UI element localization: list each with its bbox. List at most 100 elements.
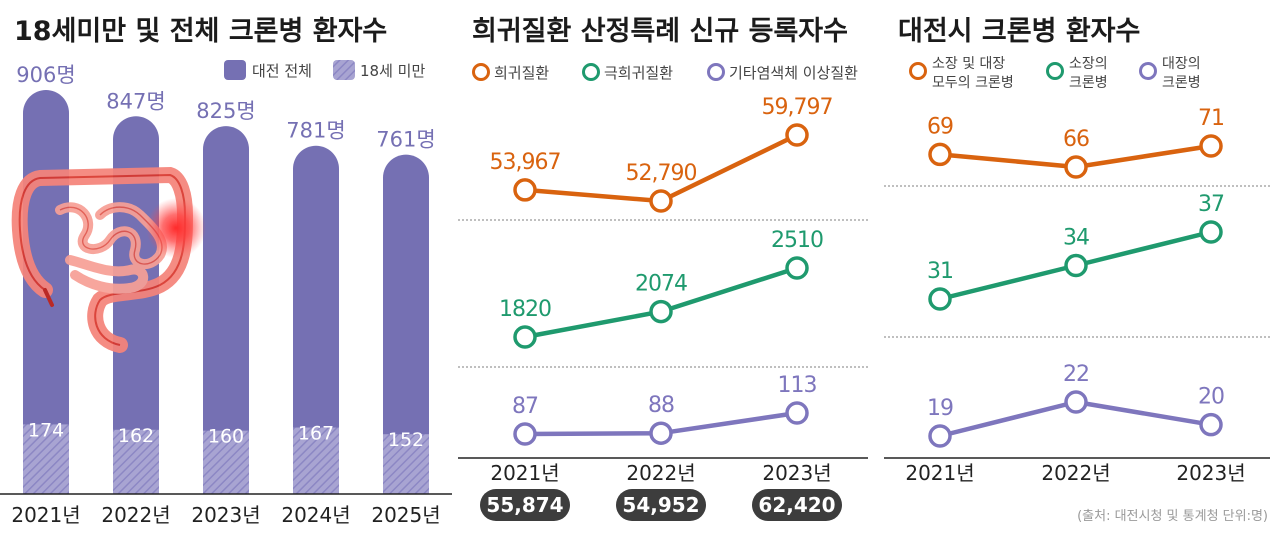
bar-total-label: 847명 xyxy=(106,89,165,113)
rare-disease-lines: 53,967 52,790 59,797 1820 2074 2510 87 88 113 xyxy=(490,95,833,446)
series-point xyxy=(785,401,809,425)
series-point xyxy=(785,123,809,147)
bar-chart-legend: 대전 전체 18세 미만 xyxy=(224,60,425,80)
legend-label-both-line2: 모두의 크론병 xyxy=(932,75,1014,91)
bar-year-label: 2022년 xyxy=(101,503,170,527)
point-label: 31 xyxy=(927,259,953,284)
legend-label-both-line1: 소장 및 대장 xyxy=(932,56,1005,72)
bar-under18-label: 162 xyxy=(118,425,154,447)
total-pill xyxy=(480,489,570,521)
bar-total-label: 825명 xyxy=(196,99,255,123)
bar-total xyxy=(203,126,249,495)
legend-marker-rare xyxy=(472,63,490,81)
point-label: 19 xyxy=(927,396,953,421)
source-note: (출처: 대전시청 및 통계청 단위:명) xyxy=(1077,509,1268,524)
series-point xyxy=(649,189,673,213)
legend-marker-small xyxy=(1046,62,1064,80)
point-label: 66 xyxy=(1063,127,1089,152)
rare-disease-legend: 희귀질환 극희귀질환 기타염색체 이상질환 xyxy=(472,63,858,82)
intestine-icon xyxy=(11,166,206,353)
series-point xyxy=(513,422,537,446)
bar-under18-label: 152 xyxy=(388,429,424,451)
rare-disease-title: 희귀질환 산정특례 신규 등록자수 xyxy=(472,16,848,47)
legend-label-small-line2: 크론병 xyxy=(1069,75,1108,91)
bars: 906명 174 2021년 847명 162 2022년 825명 160 2023년 781명… xyxy=(11,63,440,527)
legend-swatch-total xyxy=(224,60,246,80)
series-point xyxy=(1064,155,1088,179)
year-label: 2021년 xyxy=(490,461,559,485)
point-label: 20 xyxy=(1198,385,1224,410)
series-point xyxy=(1199,220,1223,244)
bar-under18 xyxy=(23,424,69,494)
year-label: 2022년 xyxy=(1041,461,1110,485)
bar-chart-panel: 18세미만 및 전체 크론병 환자수 대전 전체 18세 미만 906명 174 2… xyxy=(0,16,452,527)
series-point xyxy=(1199,134,1223,158)
point-label: 71 xyxy=(1198,106,1224,131)
series-point xyxy=(513,325,537,349)
series-point xyxy=(649,299,673,324)
bar-total xyxy=(383,154,429,495)
series-point xyxy=(513,178,537,202)
crohn-lines: 69 66 71 31 34 37 19 22 20 xyxy=(927,106,1225,448)
total-pill xyxy=(752,489,842,521)
point-label: 52,790 xyxy=(626,161,697,186)
point-label: 88 xyxy=(648,393,674,418)
total-pill-label: 54,952 xyxy=(622,493,699,517)
year-label: 2023년 xyxy=(1176,461,1245,485)
bar-under18 xyxy=(203,430,249,494)
legend-marker-large xyxy=(1139,62,1157,80)
legend-label-total: 대전 전체 xyxy=(252,62,312,80)
point-label: 1820 xyxy=(499,297,551,322)
legend-marker-ultra-rare xyxy=(582,63,600,81)
crohn-panel: 대전시 크론병 환자수 소장 및 대장 모두의 크론병 소장의 크론병 대장의 … xyxy=(884,16,1270,524)
crohn-legend: 소장 및 대장 모두의 크론병 소장의 크론병 대장의 크론병 xyxy=(909,56,1201,91)
series-point xyxy=(1064,390,1088,414)
bar-year-label: 2021년 xyxy=(11,503,80,527)
point-label: 53,967 xyxy=(490,150,561,175)
legend-label-under18: 18세 미만 xyxy=(360,62,425,80)
series-point xyxy=(1199,412,1223,437)
point-label: 113 xyxy=(778,373,817,398)
legend-marker-chromosome xyxy=(707,63,725,81)
legend-label-small-line1: 소장의 xyxy=(1069,56,1108,72)
legend-label-ultra-rare: 극희귀질환 xyxy=(604,64,673,82)
bar-under18-label: 167 xyxy=(298,423,334,445)
point-label: 22 xyxy=(1063,362,1089,387)
rare-disease-totals: 55,874 54,952 62,420 xyxy=(480,489,842,521)
bar-under18 xyxy=(113,429,159,494)
bar-under18-label: 160 xyxy=(208,426,244,448)
series-point xyxy=(928,424,952,448)
point-label: 69 xyxy=(927,114,953,139)
legend-swatch-under18 xyxy=(333,60,355,80)
legend-label-large-line1: 대장의 xyxy=(1162,56,1201,72)
point-label: 2074 xyxy=(635,272,687,297)
year-label: 2022년 xyxy=(626,461,695,485)
total-pill-label: 55,874 xyxy=(486,493,563,517)
series-point xyxy=(1064,253,1088,278)
bar-total-label: 906명 xyxy=(16,63,75,87)
bar-chart-title: 18세미만 및 전체 크론병 환자수 xyxy=(14,16,387,47)
point-label: 2510 xyxy=(771,228,823,253)
legend-marker-both xyxy=(909,62,927,80)
point-label: 87 xyxy=(512,394,538,419)
legend-label-rare: 희귀질환 xyxy=(494,64,549,82)
year-label: 2021년 xyxy=(905,461,974,485)
crohn-years: 2021년 2022년 2023년 xyxy=(905,461,1245,485)
series-point xyxy=(928,287,952,311)
rare-disease-panel: 희귀질환 산정특례 신규 등록자수 희귀질환 극희귀질환 기타염색체 이상질환 … xyxy=(458,16,868,521)
bar-under18-label: 174 xyxy=(28,419,64,441)
series-point xyxy=(928,142,952,167)
series-point xyxy=(649,421,673,445)
bar-year-label: 2024년 xyxy=(281,503,350,527)
total-pill-label: 62,420 xyxy=(758,493,835,517)
bar-total xyxy=(293,145,339,494)
total-pill xyxy=(616,489,706,521)
bar-under18 xyxy=(293,427,339,494)
point-label: 37 xyxy=(1198,192,1224,217)
bar-year-label: 2025년 xyxy=(371,503,440,527)
rare-disease-years: 2021년 2022년 2023년 xyxy=(490,461,831,485)
bar-total-label: 781명 xyxy=(286,119,345,143)
point-label: 34 xyxy=(1063,226,1089,251)
bar-under18 xyxy=(383,434,429,494)
